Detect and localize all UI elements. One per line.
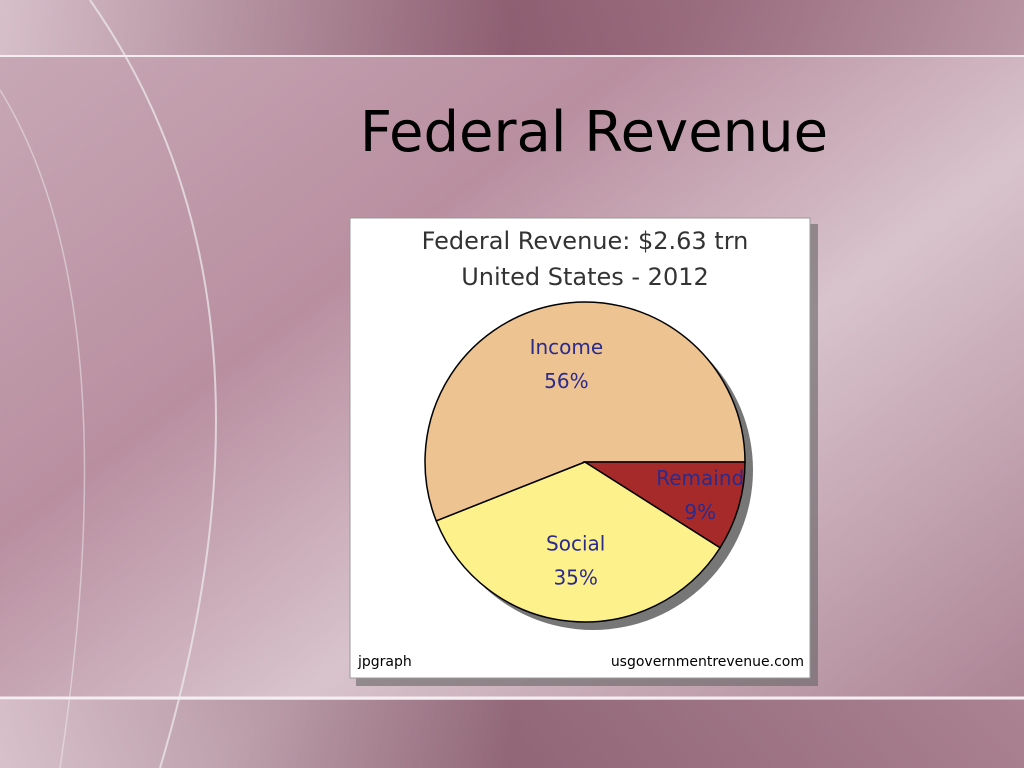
pie: Income 56% Social 35% Remaind 9% [424, 301, 746, 623]
arc-decoration [0, 89, 86, 768]
footer-right: usgovernmentrevenue.com [611, 654, 804, 670]
footer-left: jpgraph [357, 654, 412, 670]
slice-value-label: 9% [684, 500, 716, 524]
slide-title: Federal Revenue [360, 100, 828, 165]
pie-slice [435, 461, 722, 623]
chart-subtitle: United States - 2012 [461, 263, 709, 291]
top-band [0, 0, 1024, 55]
slice-label: Remaind [656, 466, 744, 490]
slice-label: Social [546, 531, 605, 555]
arc-decoration [89, 0, 217, 768]
slice-value-label: 56% [544, 369, 588, 393]
pie-slice [582, 461, 746, 549]
slice-label: Income [530, 335, 604, 359]
chart-title: Federal Revenue: $2.63 trn [422, 227, 749, 255]
pie-slice [424, 301, 746, 522]
bottom-band [0, 700, 1024, 768]
slice-value-label: 35% [553, 565, 597, 589]
